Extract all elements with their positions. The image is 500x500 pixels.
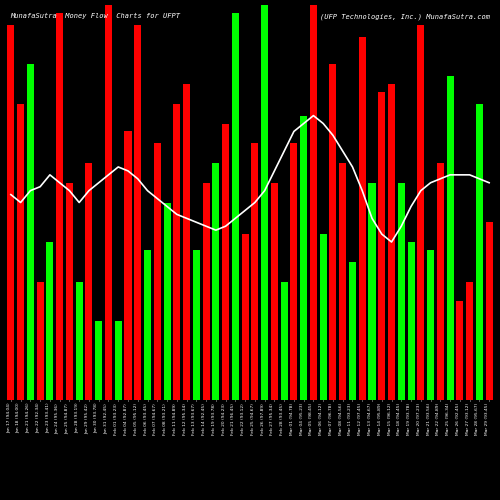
Bar [456,301,464,400]
Bar [290,143,298,400]
Bar [358,36,366,400]
Bar [124,132,132,400]
Bar [271,182,278,400]
Bar [86,163,92,400]
Bar [8,24,14,400]
Bar [339,163,346,400]
Bar [76,282,82,400]
Bar [252,143,258,400]
Bar [368,182,376,400]
Bar [154,143,161,400]
Bar [408,242,414,400]
Bar [183,84,190,400]
Bar [330,64,336,400]
Bar [95,321,102,400]
Bar [193,250,200,400]
Bar [242,234,248,400]
Bar [36,282,44,400]
Bar [164,202,170,400]
Bar [261,5,268,400]
Bar [114,321,121,400]
Bar [202,182,209,400]
Bar [300,116,307,400]
Bar [476,104,483,400]
Bar [349,262,356,400]
Bar [398,182,405,400]
Bar [320,234,326,400]
Bar [66,182,73,400]
Bar [27,64,34,400]
Bar [310,5,317,400]
Bar [105,5,112,400]
Bar [437,163,444,400]
Bar [134,24,141,400]
Bar [212,163,220,400]
Bar [466,282,473,400]
Bar [418,24,424,400]
Bar [222,124,229,400]
Text: (UFP Technologies, Inc.) MunafaSutra.com: (UFP Technologies, Inc.) MunafaSutra.com [320,13,490,20]
Bar [486,222,492,400]
Bar [427,250,434,400]
Bar [144,250,151,400]
Bar [378,92,386,400]
Bar [56,13,63,400]
Bar [174,104,180,400]
Bar [388,84,395,400]
Text: MunafaSutra  Money Flow  Charts for UFPT: MunafaSutra Money Flow Charts for UFPT [10,13,180,19]
Bar [232,13,239,400]
Bar [446,76,454,400]
Bar [280,282,287,400]
Bar [46,242,54,400]
Bar [17,104,24,400]
